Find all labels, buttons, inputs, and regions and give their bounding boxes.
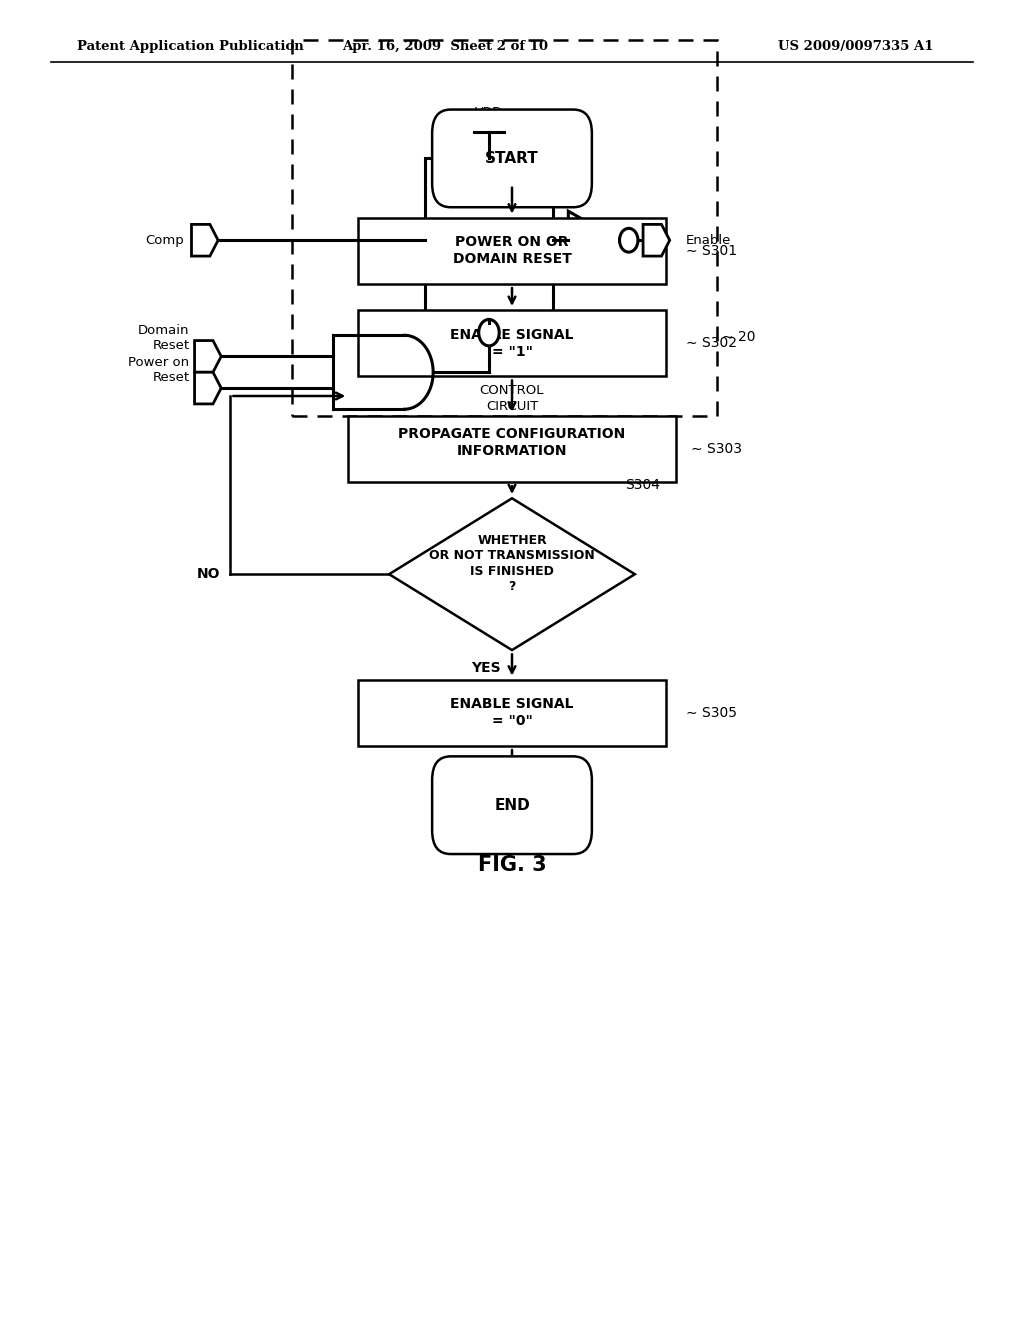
Text: NO: NO bbox=[197, 568, 220, 581]
Bar bbox=[425, 158, 553, 323]
Text: FIG. 2: FIG. 2 bbox=[477, 458, 547, 479]
Text: ∼ S305: ∼ S305 bbox=[686, 706, 737, 719]
Text: Apr. 16, 2009  Sheet 2 of 10: Apr. 16, 2009 Sheet 2 of 10 bbox=[342, 40, 549, 53]
Polygon shape bbox=[568, 211, 620, 269]
Polygon shape bbox=[195, 341, 221, 372]
Text: ∼ 20: ∼ 20 bbox=[722, 330, 756, 343]
Bar bbox=[358, 310, 666, 376]
Text: YES: YES bbox=[472, 661, 501, 675]
Text: ENABLE SIGNAL
= "0": ENABLE SIGNAL = "0" bbox=[451, 697, 573, 729]
Text: S304: S304 bbox=[625, 478, 659, 492]
Text: Domain
Reset: Domain Reset bbox=[138, 323, 189, 352]
Text: ∼ S302: ∼ S302 bbox=[686, 337, 737, 350]
Text: Patent Application Publication: Patent Application Publication bbox=[77, 40, 303, 53]
Text: Power on
Reset: Power on Reset bbox=[128, 355, 189, 384]
Text: PROPAGATE CONFIGURATION
INFORMATION: PROPAGATE CONFIGURATION INFORMATION bbox=[398, 426, 626, 458]
Text: ENABLE SIGNAL
= "1": ENABLE SIGNAL = "1" bbox=[451, 327, 573, 359]
Text: POWER ON OR
DOMAIN RESET: POWER ON OR DOMAIN RESET bbox=[453, 235, 571, 267]
Bar bbox=[358, 218, 666, 284]
FancyBboxPatch shape bbox=[432, 110, 592, 207]
Text: ∼ S301: ∼ S301 bbox=[686, 244, 737, 257]
Polygon shape bbox=[191, 224, 218, 256]
Circle shape bbox=[620, 228, 638, 252]
Polygon shape bbox=[333, 335, 433, 409]
Text: START: START bbox=[485, 150, 539, 166]
FancyBboxPatch shape bbox=[432, 756, 592, 854]
Text: ∼ S303: ∼ S303 bbox=[691, 442, 742, 455]
Text: WHETHER
OR NOT TRANSMISSION
IS FINISHED
?: WHETHER OR NOT TRANSMISSION IS FINISHED … bbox=[429, 533, 595, 594]
Polygon shape bbox=[389, 499, 635, 651]
Text: Enable: Enable bbox=[686, 234, 731, 247]
Bar bbox=[348, 416, 676, 482]
Text: FIG. 3: FIG. 3 bbox=[477, 854, 547, 875]
Text: US 2009/0097335 A1: US 2009/0097335 A1 bbox=[778, 40, 934, 53]
Circle shape bbox=[478, 319, 500, 346]
Text: VDD: VDD bbox=[475, 106, 503, 119]
Bar bbox=[358, 680, 666, 746]
Polygon shape bbox=[643, 224, 670, 256]
Polygon shape bbox=[195, 372, 221, 404]
Text: Comp: Comp bbox=[145, 234, 184, 247]
Text: END: END bbox=[495, 797, 529, 813]
Bar bbox=[292, 40, 717, 416]
Text: CONTROL
CIRCUIT: CONTROL CIRCUIT bbox=[480, 384, 544, 413]
